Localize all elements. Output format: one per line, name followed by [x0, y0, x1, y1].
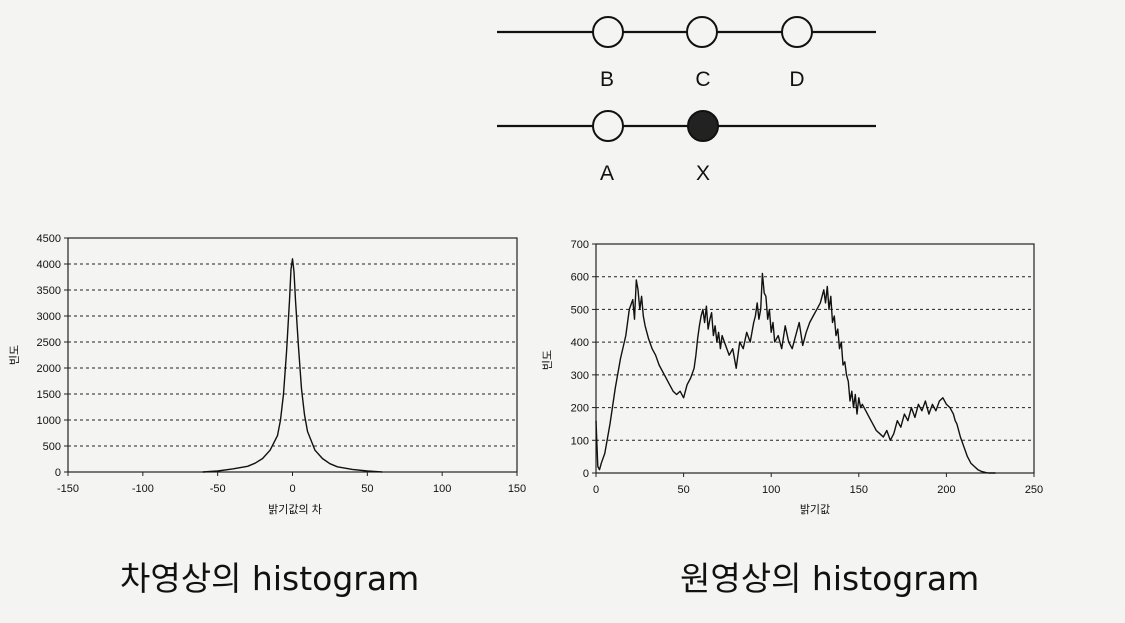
original-histogram-chart: 빈도 밝기값 0 100 200 300 400 500 600 700 0 50 100 150 20… [541, 239, 1043, 516]
right-caption: 원영상의 histogram [680, 559, 980, 598]
right-chart-ytick-label: 700 [571, 239, 589, 251]
left-chart-xtick-label: 100 [433, 483, 451, 495]
node-b-circle [592, 16, 624, 48]
left-chart-ytick-label: 2500 [37, 337, 61, 349]
node-c-circle [686, 16, 718, 48]
right-chart-ytick-label: 600 [571, 272, 589, 284]
left-chart-ytick-label: 2000 [37, 363, 61, 375]
pixel-neighborhood-diagram: B C D A X [497, 16, 876, 185]
node-d-circle [781, 16, 813, 48]
right-chart-xtick-label: 0 [593, 484, 599, 496]
right-chart-series-line [595, 272, 996, 474]
right-chart-plot-frame [595, 243, 1035, 474]
left-chart-ytick-label: 3500 [37, 285, 61, 297]
right-chart-ytick-label: 400 [571, 337, 589, 349]
right-chart-ytick-label: 300 [571, 370, 589, 382]
left-xlabel: 밝기값의 차 [268, 503, 322, 516]
node-x-circle [687, 110, 719, 142]
node-b-label: B [600, 68, 614, 91]
node-a-label: A [600, 162, 614, 185]
right-chart-xtick-label: 150 [850, 484, 868, 496]
left-chart-ytick-label: 4000 [37, 259, 61, 271]
right-chart-xtick-label: 100 [762, 484, 780, 496]
left-chart-xtick-label: -150 [57, 483, 79, 495]
left-chart-plot-frame [67, 237, 518, 473]
right-chart-xtick-label: 200 [937, 484, 955, 496]
left-chart-ytick-label: 3000 [37, 311, 61, 323]
left-caption: 차영상의 histogram [120, 559, 420, 598]
left-chart-xtick-label: -100 [132, 483, 154, 495]
right-chart-xtick-label: 50 [677, 484, 689, 496]
left-chart-ytick-label: 4500 [37, 233, 61, 245]
right-chart-ytick-label: 0 [583, 468, 589, 480]
node-a-circle [592, 110, 624, 142]
left-chart-ytick-label: 1000 [37, 415, 61, 427]
right-chart-xtick-label: 250 [1025, 484, 1043, 496]
left-ylabel: 빈도 [8, 345, 21, 365]
left-chart-xtick-label: 50 [361, 483, 373, 495]
difference-histogram-chart: 빈도 밝기값의 차 050010001500200025003000350040… [8, 233, 526, 516]
right-chart-ytick-label: 500 [571, 304, 589, 316]
left-chart-xtick-label: 150 [508, 483, 526, 495]
node-d-label: D [789, 68, 804, 91]
right-chart-ytick-label: 200 [571, 403, 589, 415]
left-chart-ytick-label: 0 [55, 467, 61, 479]
left-chart-xtick-label: 0 [289, 483, 295, 495]
left-chart-ytick-label: 500 [43, 441, 61, 453]
left-chart-series-line [202, 258, 383, 473]
node-x-label: X [696, 162, 710, 185]
right-xlabel: 밝기값 [800, 503, 830, 516]
left-chart-ytick-label: 1500 [37, 389, 61, 401]
right-chart-ytick-label: 100 [571, 435, 589, 447]
left-chart-xtick-label: -50 [210, 483, 226, 495]
node-c-label: C [695, 68, 710, 91]
right-ylabel: 빈도 [541, 350, 554, 370]
